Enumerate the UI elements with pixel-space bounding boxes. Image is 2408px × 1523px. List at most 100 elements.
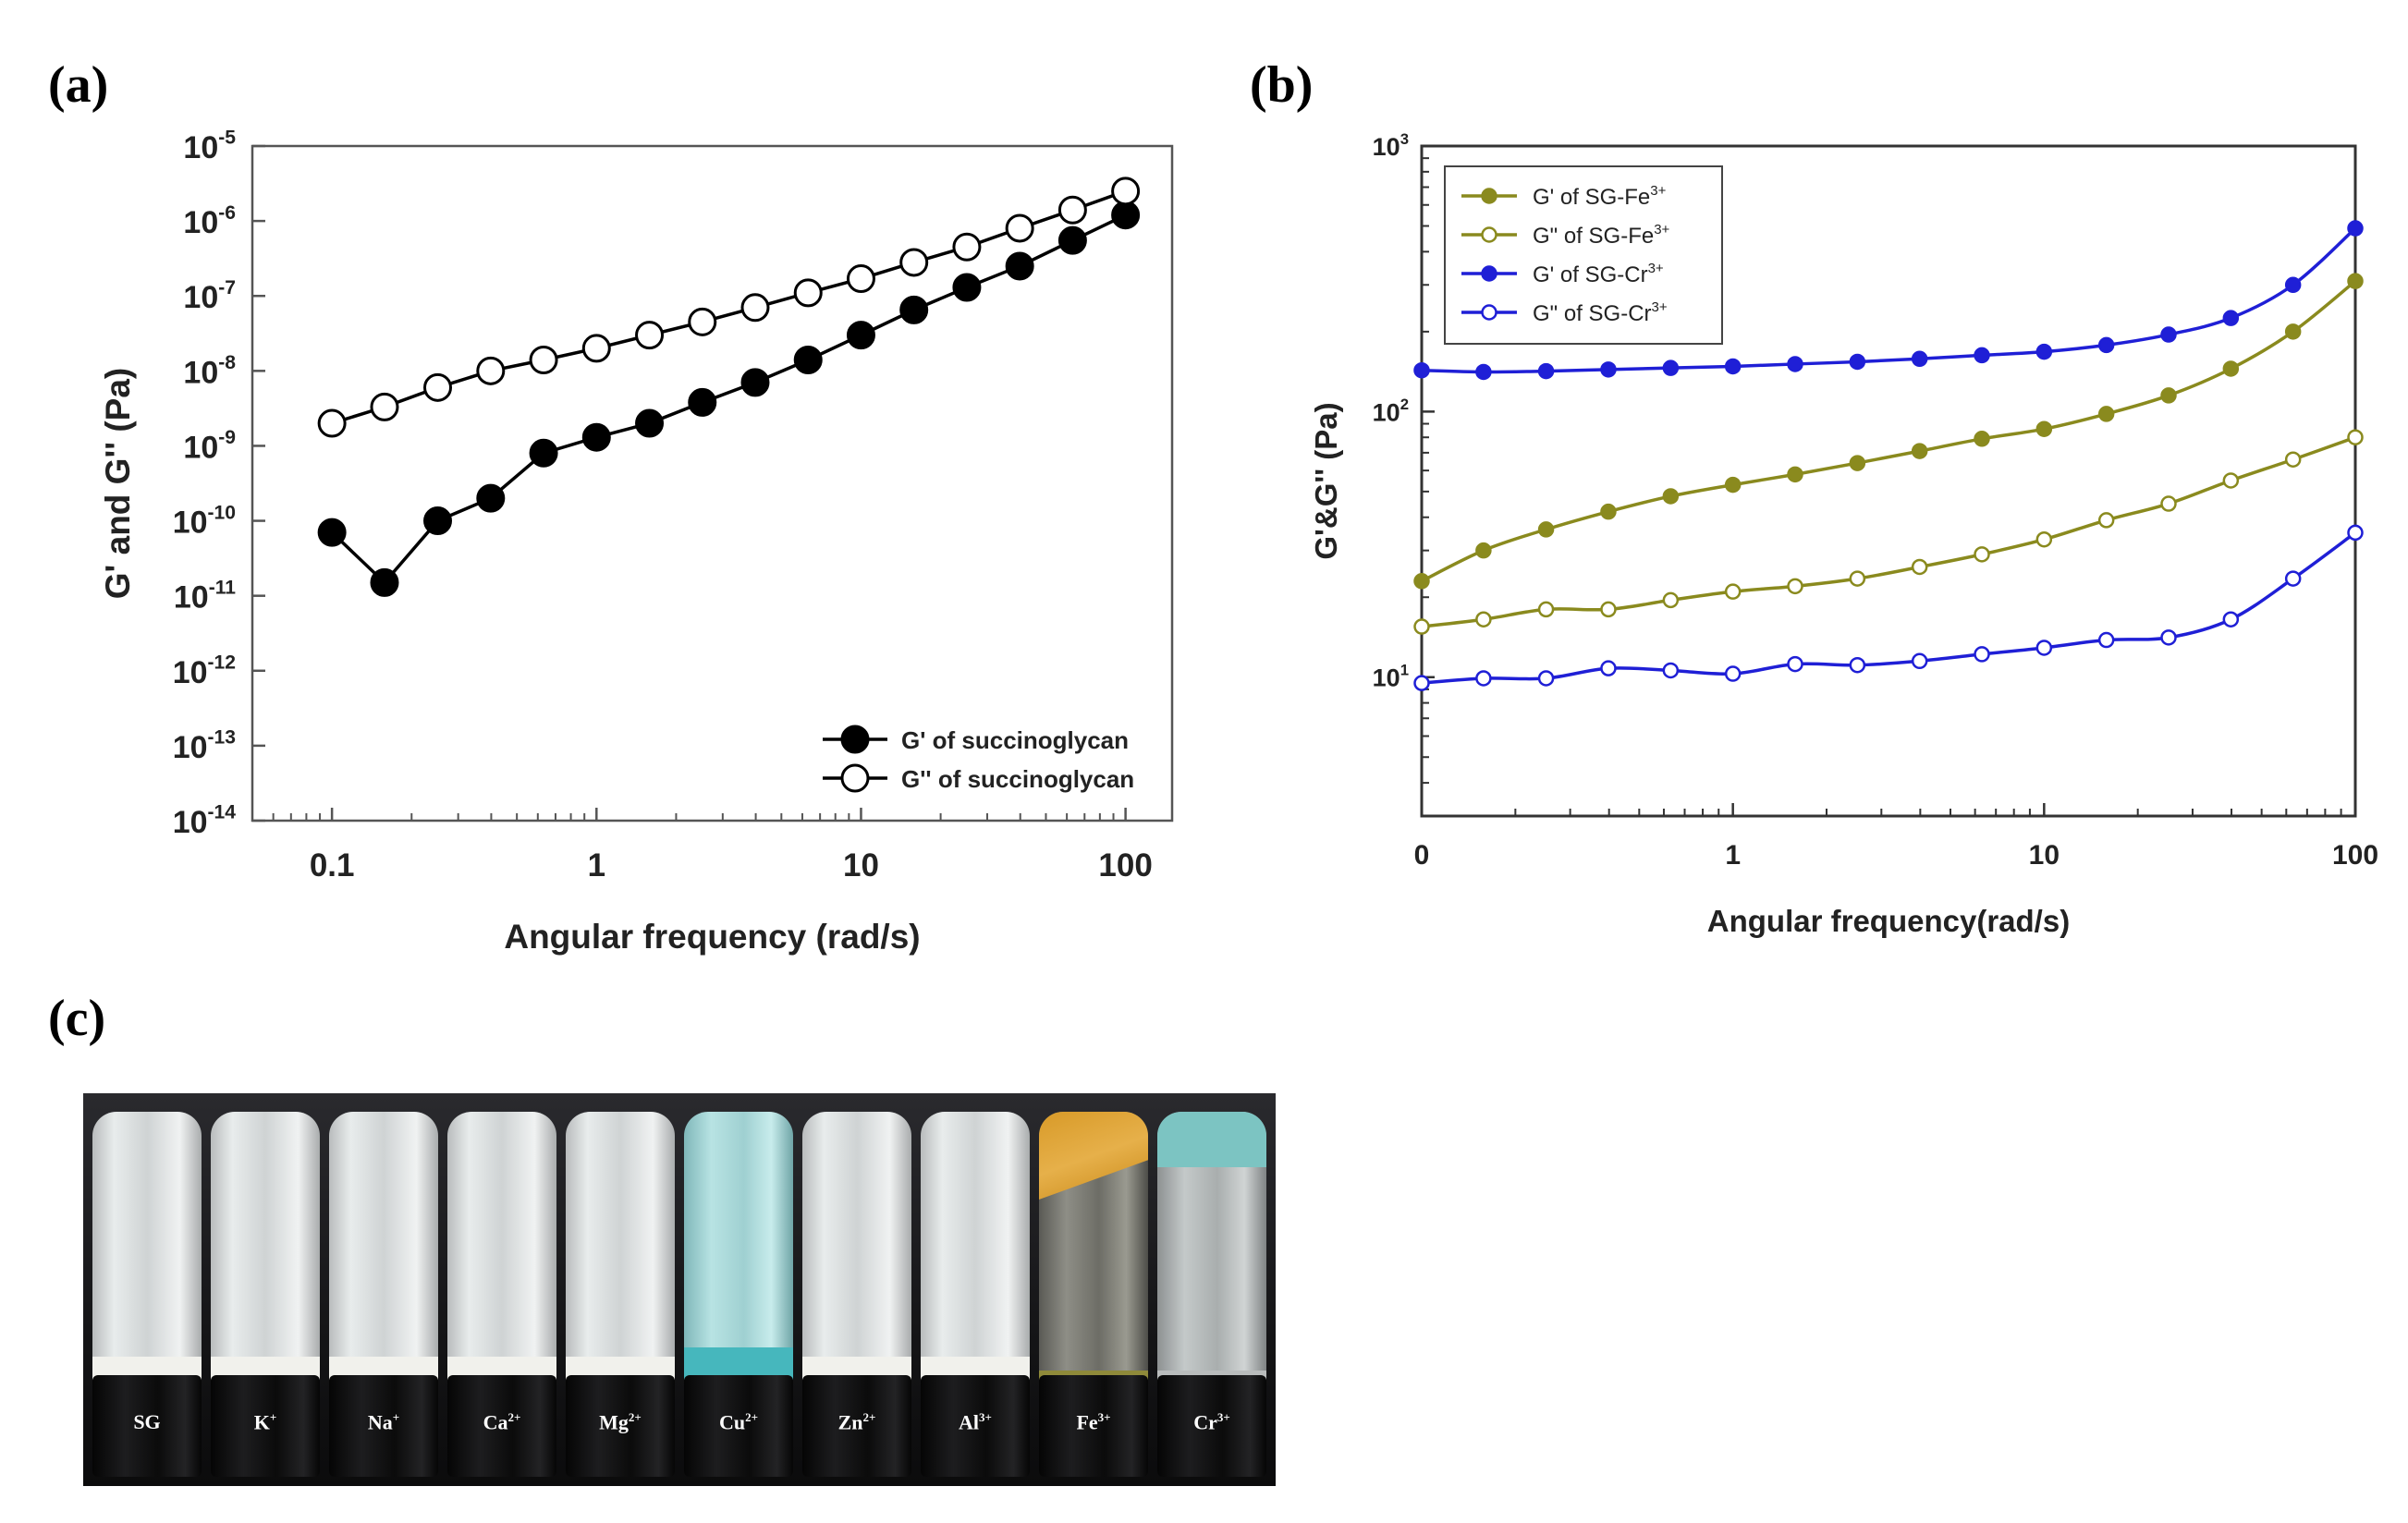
- data-point: [1911, 652, 1928, 670]
- x-tick-label: 10: [2029, 840, 2060, 871]
- data-point: [1974, 646, 1990, 663]
- vial-label: Ca2+: [483, 1410, 521, 1434]
- vial: [566, 1112, 675, 1407]
- series-line: [1421, 226, 2357, 374]
- y-tick-label: 10-5: [183, 128, 236, 165]
- y-tick-label: 10-10: [173, 502, 236, 540]
- x-tick-label: 1: [588, 847, 605, 883]
- vial-label: SG: [133, 1410, 161, 1433]
- vial-cap: Mg2+: [566, 1375, 675, 1477]
- data-point: [423, 372, 453, 402]
- legend-label: G" of SG-Fe3+: [1533, 222, 1670, 249]
- data-point: [793, 278, 823, 308]
- legend-marker: [840, 725, 870, 754]
- data-point: [635, 321, 665, 350]
- vial-cap: Cu2+: [684, 1375, 793, 1477]
- legend-marker: [1481, 265, 1497, 282]
- data-point: [1911, 350, 1928, 368]
- data-point: [1005, 213, 1034, 243]
- y-tick-label: 10-11: [174, 577, 236, 615]
- data-point: [1111, 177, 1141, 206]
- data-point: [1724, 665, 1742, 682]
- vial-label: Cu2+: [718, 1410, 759, 1434]
- x-axis-label: Angular frequency (rad/s): [504, 918, 920, 956]
- data-point: [1849, 656, 1866, 674]
- data-point: [1849, 570, 1866, 587]
- vial-cap: Fe3+: [1039, 1375, 1148, 1477]
- vial-label: K+: [253, 1410, 277, 1434]
- data-point: [317, 518, 347, 547]
- data-point: [2222, 360, 2240, 377]
- data-point: [370, 392, 399, 421]
- vial: [92, 1112, 202, 1407]
- data-point: [1974, 347, 1990, 364]
- data-point: [740, 293, 770, 323]
- data-point: [846, 264, 875, 294]
- data-point: [529, 438, 558, 468]
- data-point: [317, 408, 347, 438]
- data-point: [688, 387, 717, 417]
- data-point: [529, 345, 558, 374]
- y-tick-label: 10-9: [183, 427, 236, 465]
- vial-label: Zn2+: [837, 1410, 876, 1434]
- x-tick-label: 10: [843, 847, 879, 883]
- vial-cap: Ca2+: [447, 1375, 556, 1477]
- data-point: [2160, 629, 2177, 646]
- vial: [447, 1112, 556, 1407]
- data-point: [899, 295, 929, 324]
- legend-label: G" of SG-Cr3+: [1533, 299, 1668, 326]
- series-line: [1421, 435, 2356, 628]
- data-point: [793, 345, 823, 374]
- data-point: [1724, 583, 1742, 600]
- data-point: [476, 356, 506, 385]
- legend-label: G' of SG-Cr3+: [1533, 261, 1664, 287]
- data-point: [1849, 353, 1866, 371]
- data-point: [1057, 195, 1087, 225]
- plot-frame: [251, 144, 1174, 822]
- x-tick-label: 0.1: [310, 847, 355, 883]
- vial-cap: K+: [211, 1375, 320, 1477]
- data-point: [2347, 220, 2364, 237]
- legend-marker: [840, 763, 870, 793]
- data-point: [2160, 495, 2177, 512]
- data-point: [1600, 660, 1617, 676]
- data-point: [1537, 362, 1555, 380]
- data-point: [2097, 336, 2115, 354]
- vial: [684, 1112, 793, 1407]
- data-point: [581, 334, 611, 363]
- data-point: [1413, 573, 1430, 590]
- data-point: [1724, 358, 1742, 375]
- series-line: [330, 213, 1127, 585]
- data-point: [2347, 273, 2364, 289]
- vial-label: Fe3+: [1076, 1410, 1111, 1434]
- data-point: [1475, 670, 1492, 687]
- legend-marker: [1481, 226, 1497, 243]
- data-point: [688, 307, 717, 336]
- data-point: [1787, 466, 1803, 483]
- data-point: [1662, 591, 1680, 609]
- panel-label-b: (b): [1250, 56, 1314, 114]
- data-point: [1662, 662, 1680, 679]
- data-point: [1724, 476, 1742, 493]
- data-point: [2097, 631, 2115, 649]
- vial: [1039, 1112, 1148, 1407]
- data-point: [2284, 276, 2302, 294]
- y-tick-label: 103: [1373, 130, 1409, 161]
- vial-label: Mg2+: [599, 1410, 642, 1434]
- y-axis-label: G'&G'' (Pa): [1309, 402, 1343, 559]
- data-point: [1787, 356, 1803, 372]
- data-point: [1005, 251, 1034, 281]
- data-point: [1537, 670, 1555, 687]
- x-tick-label: 0: [1414, 840, 1430, 871]
- legend-label: G' of succinoglycan: [901, 726, 1129, 754]
- vial-cap: Al3+: [921, 1375, 1030, 1477]
- data-point: [370, 567, 399, 597]
- data-point: [1849, 455, 1866, 471]
- data-point: [952, 232, 982, 262]
- data-point: [2097, 406, 2115, 422]
- y-tick-label: 10-6: [183, 202, 236, 240]
- data-point: [1537, 521, 1555, 538]
- x-tick-label: 100: [2332, 840, 2378, 871]
- data-point: [2035, 343, 2053, 360]
- data-point: [952, 273, 982, 302]
